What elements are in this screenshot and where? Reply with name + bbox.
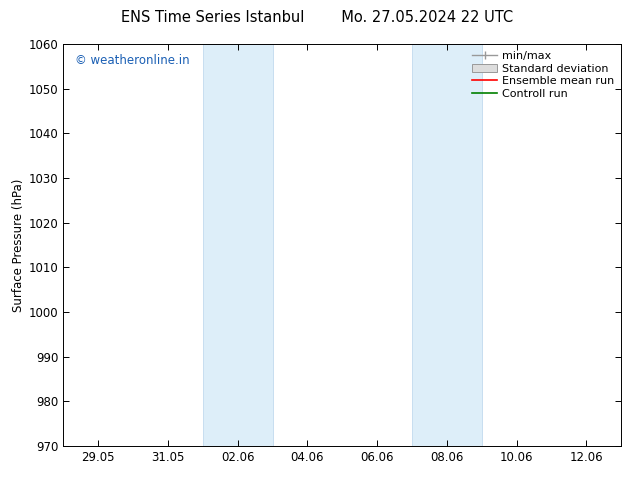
Y-axis label: Surface Pressure (hPa): Surface Pressure (hPa) — [11, 178, 25, 312]
Bar — [412, 44, 482, 446]
Text: © weatheronline.in: © weatheronline.in — [75, 54, 189, 67]
Bar — [203, 44, 273, 446]
Legend: min/max, Standard deviation, Ensemble mean run, Controll run: min/max, Standard deviation, Ensemble me… — [468, 47, 619, 103]
Text: ENS Time Series Istanbul        Mo. 27.05.2024 22 UTC: ENS Time Series Istanbul Mo. 27.05.2024 … — [121, 10, 513, 25]
